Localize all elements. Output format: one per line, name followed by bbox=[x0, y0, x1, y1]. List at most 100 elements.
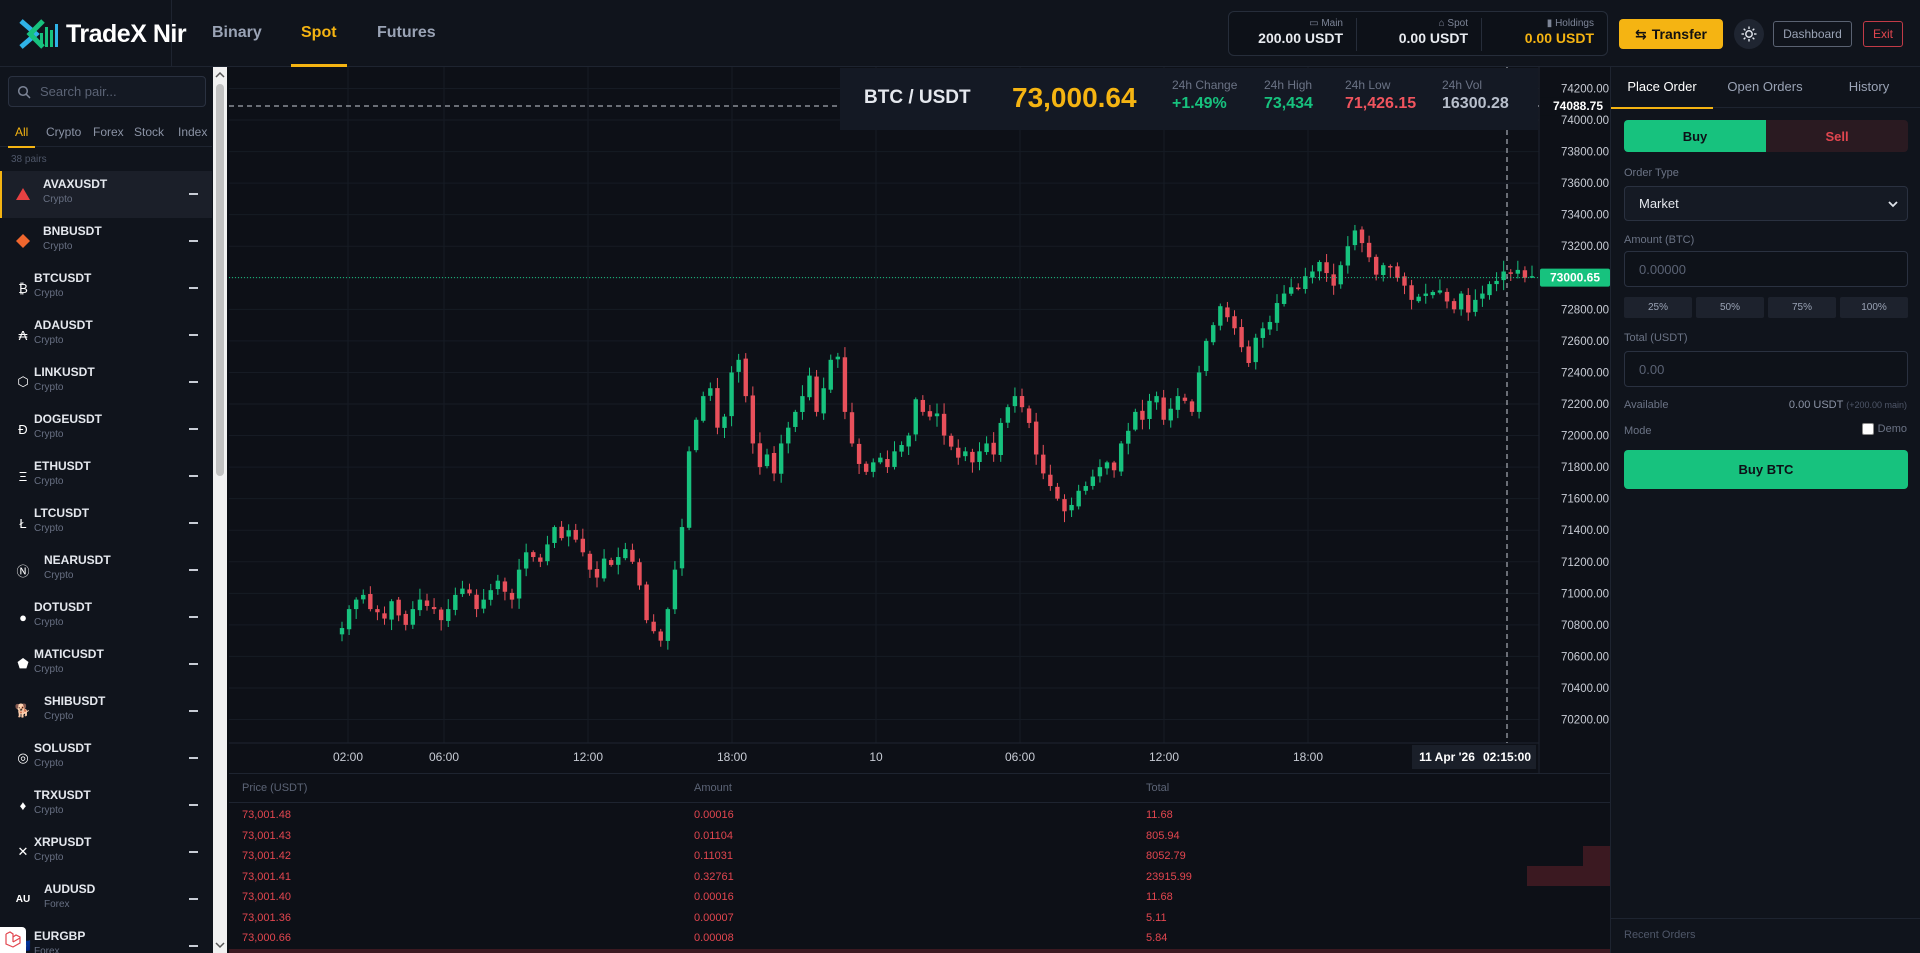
order-amount: 0.11031 bbox=[694, 850, 733, 862]
buy-tab[interactable]: Buy bbox=[1624, 120, 1766, 152]
candle-down bbox=[1246, 346, 1251, 363]
pair-symbol: BTCUSDT bbox=[34, 271, 92, 285]
stat-24h-low: 24h Low 71,426.15 bbox=[1345, 78, 1416, 115]
debug-toolbar-icon[interactable] bbox=[0, 927, 26, 953]
pair-category: Crypto bbox=[44, 570, 74, 581]
y-tick-label: 73800.00 bbox=[1561, 147, 1609, 159]
exit-button[interactable]: Exit bbox=[1863, 21, 1903, 47]
amount-input[interactable] bbox=[1624, 251, 1908, 287]
percent-50-button[interactable]: 50% bbox=[1696, 297, 1764, 318]
tab-open-orders[interactable]: Open Orders bbox=[1727, 79, 1803, 94]
candle-down bbox=[1359, 229, 1365, 244]
x-tick-label: 10 bbox=[869, 750, 883, 764]
percent-100-button[interactable]: 100% bbox=[1840, 297, 1908, 318]
pair-item-linkusdt[interactable]: ⬡ LINKUSDT Crypto bbox=[0, 359, 212, 406]
stat-label: 24h Low bbox=[1345, 78, 1391, 92]
candle-up bbox=[778, 443, 784, 474]
search-box[interactable] bbox=[8, 76, 206, 107]
order-book-row[interactable]: 73,001.36 0.00007 5.11 bbox=[229, 909, 1610, 929]
pair-category: Crypto bbox=[44, 711, 74, 722]
y-tick-label: 70200.00 bbox=[1561, 715, 1609, 727]
sidebar-scrollbar[interactable] bbox=[213, 67, 227, 953]
pair-item-adausdt[interactable]: ₳ ADAUSDT Crypto bbox=[0, 312, 212, 359]
candle-up bbox=[339, 628, 345, 635]
nav-tab-binary[interactable]: Binary bbox=[212, 24, 262, 41]
scrollbar-thumb[interactable] bbox=[216, 84, 224, 476]
pair-item-maticusdt[interactable]: ⬟ MATICUSDT Crypto bbox=[0, 641, 212, 688]
filter-tab-all[interactable]: All bbox=[7, 117, 36, 148]
order-book-row[interactable]: 73,001.43 0.01104 805.94 bbox=[229, 827, 1610, 847]
nav-tab-spot[interactable]: Spot bbox=[291, 0, 346, 67]
pair-item-btcusdt[interactable]: ₿ BTCUSDT Crypto bbox=[0, 265, 212, 312]
pair-category: Crypto bbox=[34, 758, 64, 769]
candle-up bbox=[1126, 430, 1131, 444]
crosshair-date-label: 11 Apr '26 bbox=[1419, 750, 1475, 764]
order-book-row[interactable]: 73,001.41 0.32761 23915.99 bbox=[229, 868, 1610, 888]
candle-up bbox=[1090, 476, 1096, 486]
dot-icon: ● bbox=[19, 609, 27, 625]
filter-tab-crypto[interactable]: Crypto bbox=[46, 125, 82, 139]
candle-up bbox=[1196, 372, 1202, 412]
pair-item-solusdt[interactable]: ◎ SOLUSDT Crypto bbox=[0, 735, 212, 782]
total-input[interactable] bbox=[1624, 351, 1908, 387]
search-input[interactable] bbox=[40, 77, 200, 106]
transfer-button[interactable]: ⇆ Transfer bbox=[1619, 19, 1723, 49]
candlestick-chart[interactable]: 74200.00 74000.00 73800.00 73600.00 73400.00… bbox=[229, 67, 1610, 773]
pair-item-bnbusdt[interactable]: BNBUSDT Crypto bbox=[0, 218, 212, 265]
demo-checkbox[interactable] bbox=[1861, 423, 1874, 435]
pair-item-ltcusdt[interactable]: Ł LTCUSDT Crypto bbox=[0, 500, 212, 547]
order-book-row[interactable]: 73,001.40 0.00016 11.68 bbox=[229, 888, 1610, 908]
pair-item-dotusdt[interactable]: ● DOTUSDT Crypto bbox=[0, 594, 212, 641]
order-book-row[interactable]: 73,000.66 0.00008 5.84 bbox=[229, 929, 1610, 949]
ticker-bar: BTC / USDT 73,000.64 24h Change +1.49% 2… bbox=[840, 68, 1538, 130]
pair-symbol: EURGBP bbox=[34, 929, 86, 943]
percent-25-button[interactable]: 25% bbox=[1624, 297, 1692, 318]
nav-tab-futures[interactable]: Futures bbox=[377, 24, 436, 41]
theme-toggle-button[interactable] bbox=[1734, 19, 1764, 49]
stat-24h-change: 24h Change +1.49% bbox=[1172, 78, 1237, 115]
candle-down bbox=[1444, 291, 1450, 302]
pair-symbol: XRPUSDT bbox=[34, 835, 92, 849]
candle-down bbox=[658, 631, 663, 641]
order-price: 73,001.41 bbox=[242, 870, 291, 883]
order-book-row[interactable]: 73,001.42 0.11031 8052.79 bbox=[229, 847, 1610, 867]
stat-value: 16300.28 bbox=[1442, 95, 1509, 112]
order-book-row[interactable]: 73,001.48 0.00016 11.68 bbox=[229, 806, 1610, 826]
pair-item-xrpusdt[interactable]: ✕ XRPUSDT Crypto bbox=[0, 829, 212, 876]
candle-up bbox=[453, 594, 458, 610]
pair-item-trxusdt[interactable]: ♦ TRXUSDT Crypto bbox=[0, 782, 212, 829]
filter-tab-index[interactable]: Index bbox=[178, 125, 208, 139]
pair-item-audusd[interactable]: AU AUDUSD Forex bbox=[0, 876, 212, 923]
candle-up bbox=[793, 411, 798, 427]
pair-item-dogeusdt[interactable]: Ð DOGEUSDT Crypto bbox=[0, 406, 212, 453]
mode-label: Mode bbox=[1624, 425, 1652, 437]
candle-up bbox=[460, 588, 465, 595]
filter-tab-stock[interactable]: Stock bbox=[134, 125, 165, 139]
buy-submit-button[interactable]: Buy BTC bbox=[1624, 450, 1908, 489]
candle-up bbox=[899, 445, 904, 452]
candle-down bbox=[396, 599, 401, 616]
filter-tab-forex[interactable]: Forex bbox=[93, 125, 124, 139]
candle-up bbox=[1274, 303, 1280, 323]
brand-logo[interactable]: TradeX Nir bbox=[18, 17, 187, 51]
header-divider bbox=[171, 0, 172, 66]
price-chart[interactable]: 74200.00 74000.00 73800.00 73600.00 73400.00… bbox=[229, 67, 1610, 773]
pair-symbol: DOGEUSDT bbox=[34, 412, 103, 426]
pair-item-avaxusdt[interactable]: AVAXUSDT Crypto bbox=[0, 171, 212, 218]
tab-place-order[interactable]: Place Order bbox=[1611, 67, 1713, 109]
tab-history[interactable]: History bbox=[1848, 79, 1890, 94]
order-price: 73,001.36 bbox=[242, 911, 291, 924]
demo-toggle[interactable]: Demo bbox=[1861, 423, 1907, 435]
candle-up bbox=[1069, 504, 1074, 511]
pair-item-nearusdt[interactable]: Ⓝ NEARUSDT Crypto bbox=[0, 547, 212, 594]
pair-item-ethusdt[interactable]: Ξ ETHUSDT Crypto bbox=[0, 453, 212, 500]
amount-label: Amount (BTC) bbox=[1624, 234, 1695, 246]
pair-item-shibusdt[interactable]: 🐕 SHIBUSDT Crypto bbox=[0, 688, 212, 735]
order-panel-tabs: Place Order Open Orders History bbox=[1611, 67, 1920, 109]
percent-75-button[interactable]: 75% bbox=[1768, 297, 1836, 318]
order-type-select[interactable]: Market bbox=[1624, 186, 1908, 221]
sell-tab[interactable]: Sell bbox=[1766, 120, 1908, 152]
dashboard-button[interactable]: Dashboard bbox=[1773, 21, 1852, 47]
